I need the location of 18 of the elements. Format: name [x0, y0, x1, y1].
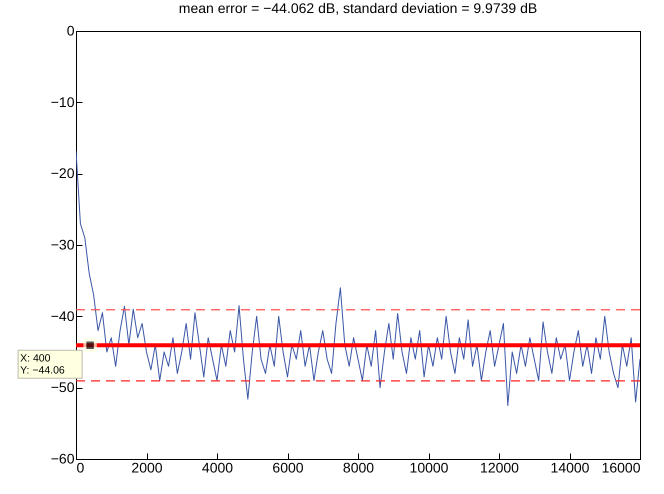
x-tick-label: 16000	[602, 460, 641, 476]
y-tick-label: −20	[50, 165, 75, 182]
annotation: X: 400 Y: −44.06	[20, 352, 65, 376]
line-series	[76, 150, 640, 406]
y-tick-label: 0	[66, 22, 75, 38]
y-tick-label: −40	[50, 308, 75, 324]
y-tick-label: −50	[50, 379, 75, 396]
x-tick-label: 6000	[272, 460, 304, 476]
x-tick-label: 2000	[131, 460, 163, 476]
y-tick-label: −30	[50, 236, 75, 252]
chart-title: mean error = −44.062 dB, standard deviation = 9.9739 dB	[178, 0, 538, 16]
y-tick-label: −60	[50, 450, 75, 466]
y-tick-label: −10	[50, 94, 75, 110]
x-tick-label: 14000	[550, 460, 590, 476]
x-tick-label: 12000	[480, 460, 520, 476]
x-tick-label: 8000	[342, 460, 374, 476]
x-tick-label: 4000	[202, 460, 234, 476]
x-tick-label: 10000	[410, 460, 449, 476]
